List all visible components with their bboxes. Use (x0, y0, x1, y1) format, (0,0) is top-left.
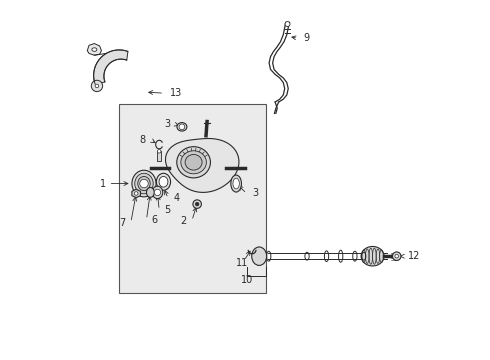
Text: 3: 3 (165, 119, 171, 129)
Text: 8: 8 (140, 135, 146, 145)
Ellipse shape (185, 154, 202, 170)
Ellipse shape (231, 175, 242, 192)
Polygon shape (166, 139, 239, 192)
Bar (119, 104, 266, 293)
Circle shape (196, 202, 199, 206)
Text: 5: 5 (165, 205, 171, 215)
Circle shape (392, 252, 401, 260)
Text: 13: 13 (170, 88, 182, 98)
Ellipse shape (252, 247, 267, 265)
Ellipse shape (152, 186, 163, 199)
Ellipse shape (177, 123, 187, 131)
Circle shape (154, 189, 161, 195)
Ellipse shape (135, 173, 153, 194)
Text: 2: 2 (180, 216, 187, 226)
Text: 10: 10 (241, 275, 253, 285)
Circle shape (95, 84, 99, 88)
Ellipse shape (181, 151, 206, 174)
Text: 1: 1 (100, 179, 106, 189)
Circle shape (395, 255, 398, 258)
Text: 4: 4 (173, 193, 179, 203)
Polygon shape (87, 44, 101, 55)
Polygon shape (94, 50, 128, 84)
Text: 9: 9 (303, 33, 310, 43)
Bar (157, 150, 161, 161)
Circle shape (285, 22, 290, 27)
Circle shape (193, 200, 201, 208)
Text: 12: 12 (408, 251, 420, 261)
Circle shape (157, 149, 161, 153)
Circle shape (179, 124, 185, 130)
Circle shape (91, 80, 102, 91)
Polygon shape (132, 189, 141, 198)
Circle shape (134, 192, 138, 195)
Text: 6: 6 (152, 215, 158, 225)
Ellipse shape (361, 247, 384, 266)
Ellipse shape (147, 188, 154, 197)
Ellipse shape (138, 176, 150, 191)
Text: 3: 3 (252, 189, 258, 198)
Ellipse shape (92, 48, 97, 51)
Circle shape (140, 179, 148, 188)
Ellipse shape (159, 176, 168, 187)
Text: 11: 11 (236, 258, 248, 268)
Text: 7: 7 (119, 217, 125, 228)
Ellipse shape (156, 173, 171, 190)
Ellipse shape (132, 170, 156, 197)
Ellipse shape (177, 147, 210, 178)
Ellipse shape (233, 178, 239, 189)
